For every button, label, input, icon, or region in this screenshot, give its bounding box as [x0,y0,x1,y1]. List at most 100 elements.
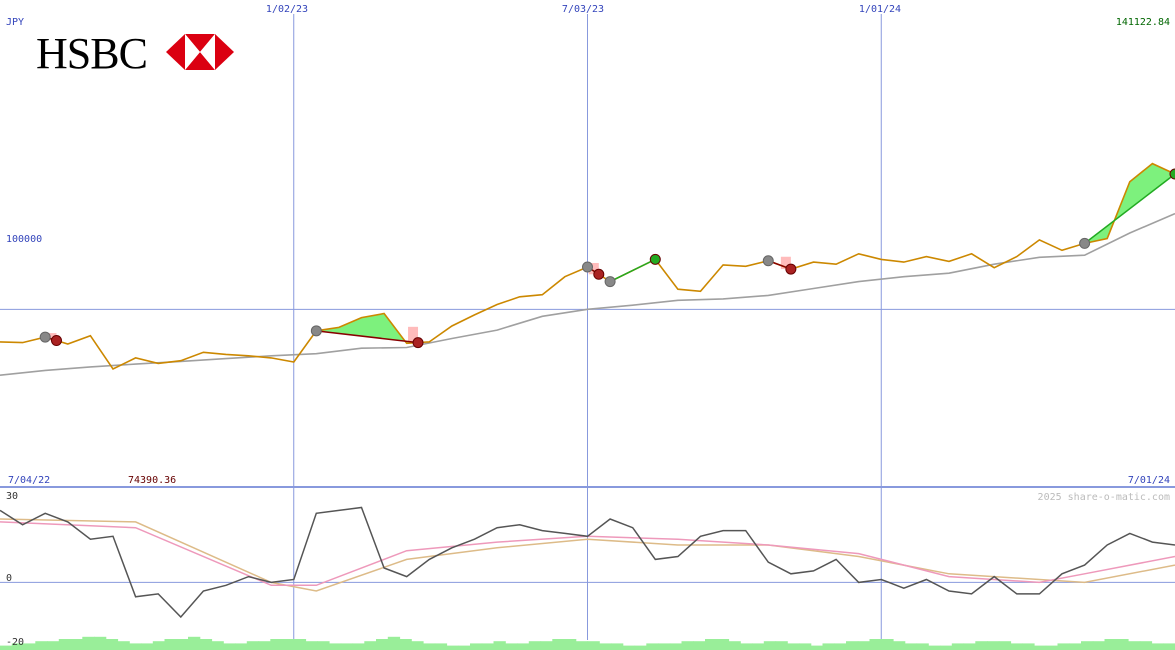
volume-bar [669,643,683,650]
volume-bar [258,641,271,650]
volume-bar [540,641,553,650]
volume-bar [1116,639,1129,650]
volume-bar [1092,641,1106,650]
volume-bar [517,643,530,650]
entry-marker [310,325,322,337]
exit-marker [649,253,661,265]
volume-bar [1010,643,1023,650]
volume-bar [975,641,988,650]
relative-series [0,212,1175,376]
volume-bar [152,641,166,650]
volume-bar [340,643,354,650]
x-end-label: 7/01/24 [1128,475,1170,486]
signal-line [316,330,419,344]
volume-bar [693,641,706,650]
volume-bar [740,643,753,650]
x-tick-label: 7/03/23 [562,4,604,15]
exit-marker [785,263,797,275]
volume-bar [82,636,95,650]
entry-marker [604,276,616,288]
volume-bar [752,643,765,650]
volume-bar [293,639,307,650]
signal-line [0,521,1175,587]
volume-bar [387,636,401,650]
volume-bar [552,639,565,650]
volume-bar [963,643,976,650]
volume-bar [399,639,412,650]
volume-bar [270,639,283,650]
volume-bar [223,643,236,650]
volume-bar [998,641,1012,650]
volume-bar [129,643,142,650]
relative-line [0,212,1175,376]
volume-bar [376,639,389,650]
volume-bar [352,643,365,650]
x-tick-label: 1/01/24 [859,4,901,15]
volume-bar [587,641,600,650]
volume-bar [705,639,718,650]
volume-bar [176,639,189,650]
volume-bar [235,643,248,650]
x-tick-label: 1/02/23 [266,4,308,15]
average-line [0,518,1175,592]
volume-bar [1151,643,1164,650]
volume-bar [364,641,377,650]
volume-bar [1128,641,1141,650]
signal-line [609,258,656,283]
y-ref-label: 100000 [6,234,42,245]
volume-bar [857,641,871,650]
volume-bar [1034,645,1047,650]
volume-bar [164,639,177,650]
volume-bar [528,641,542,650]
volume-bar [470,643,483,650]
volume-bar [199,639,213,650]
volume-bar [810,645,824,650]
volume-bar [481,643,495,650]
loss-area [408,326,419,343]
volume-bar [94,636,107,650]
volume-bar [928,645,941,650]
volume-bar [646,643,659,650]
volume-bar [411,641,424,650]
loss-area [46,333,57,341]
volume-bar [658,643,671,650]
volume-bar [799,643,812,650]
x-start-label: 7/04/22 [8,475,50,486]
volume-bar [246,641,260,650]
loss-area [588,262,599,275]
volume-bar [846,641,859,650]
volume-bar [1069,643,1082,650]
volume-bar [763,641,777,650]
volume-bar [505,643,518,650]
volume-bar [787,643,800,650]
osc-tick-label: 0 [6,573,12,584]
volume-bars [0,636,1175,650]
signal-markers [39,168,1175,349]
volume-bar [423,643,436,650]
volume-bar [0,645,13,650]
volume-bar [188,636,201,650]
volume-bar [1104,639,1117,650]
signal-area [1084,163,1175,244]
volume-bar [1081,641,1094,650]
volume-bar [141,643,154,650]
volume-bar [23,643,36,650]
signal-area [316,313,418,344]
hsbc-logo: HSBC [36,29,234,78]
volume-bar [105,639,119,650]
volume-bar [58,639,72,650]
volume-bar [35,641,48,650]
volume-bar [834,643,847,650]
volume-bar [634,645,647,650]
entry-marker [762,255,774,267]
entry-marker [39,331,51,343]
volume-bar [446,645,459,650]
signal-line [1084,173,1175,244]
volume-bar [458,645,471,650]
entry-marker [1079,237,1091,249]
volume-bar [893,641,906,650]
hexagon-logo-icon [166,34,234,70]
volume-bar [881,639,894,650]
y-max-label: 141122.84 [1116,17,1170,28]
